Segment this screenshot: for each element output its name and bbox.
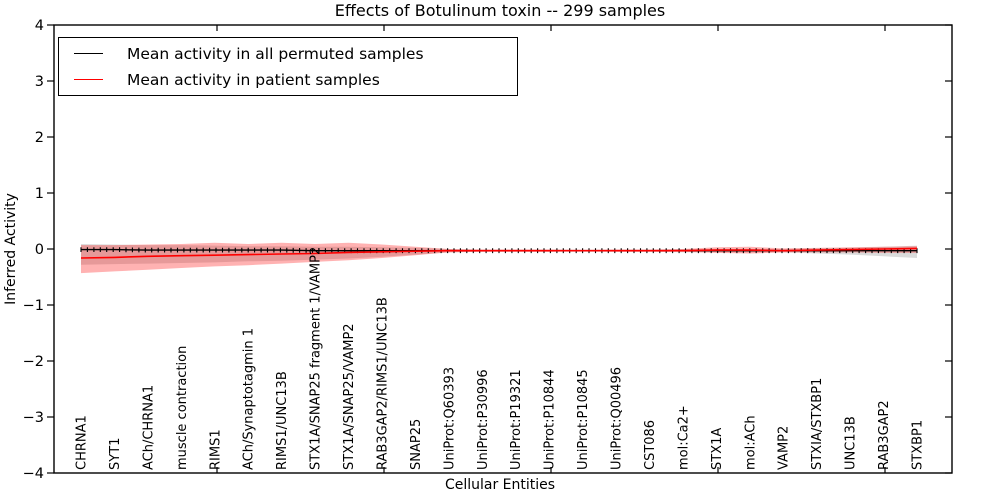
x-category-label: RIMS1 xyxy=(208,429,223,470)
legend-entry-patient: Mean activity in patient samples xyxy=(59,70,517,89)
x-category-label: UNC13B xyxy=(844,416,859,470)
x-category-label: CHRNA1 xyxy=(75,415,90,470)
x-category-label: STX1A/SNAP25 fragment 1/VAMP2 xyxy=(309,247,324,470)
chart-title: Effects of Botulinum toxin -- 299 sample… xyxy=(334,1,666,20)
permuted-line-swatch xyxy=(74,53,103,54)
x-category-label: UniProt:P10845 xyxy=(576,369,591,470)
y-tick-label: 3 xyxy=(35,74,44,90)
y-axis-label: Inferred Activity xyxy=(3,193,19,305)
patient-line-swatch xyxy=(74,79,103,80)
x-category-label: mol:Ca2+ xyxy=(676,405,691,470)
x-category-label: RIMS1/UNC13B xyxy=(275,371,290,470)
legend-label-patient: Mean activity in patient samples xyxy=(127,70,380,89)
patient-mean-line xyxy=(80,247,918,259)
x-category-label: mol:ACh xyxy=(743,415,758,470)
x-category-label: ACh/CHRNA1 xyxy=(141,385,156,470)
x-category-label: STX1A/SNAP25/VAMP2 xyxy=(342,323,357,470)
x-category-label: SYT1 xyxy=(108,438,123,470)
legend: Mean activity in all permuted samples Me… xyxy=(58,37,518,96)
x-category-label: VAMP2 xyxy=(777,426,792,470)
y-tick-label: −3 xyxy=(23,410,44,426)
legend-label-permuted: Mean activity in all permuted samples xyxy=(127,44,424,63)
x-category-label: UniProt:Q00496 xyxy=(610,367,625,470)
x-category-label: muscle contraction xyxy=(175,346,190,470)
y-tick-label: 2 xyxy=(35,130,44,146)
x-category-label: UniProt:Q60393 xyxy=(442,367,457,470)
x-category-label: STXIA/STXBP1 xyxy=(810,378,825,470)
y-tick-label: −1 xyxy=(23,298,44,314)
patient-std-band xyxy=(81,242,917,274)
x-category-label: STX1A xyxy=(710,428,725,470)
x-category-label: SNAP25 xyxy=(409,419,424,470)
y-tick-label: 1 xyxy=(35,186,44,202)
y-tick-label: 4 xyxy=(35,18,44,34)
legend-entry-permuted: Mean activity in all permuted samples xyxy=(59,44,517,63)
x-category-label: UniProt:P10844 xyxy=(543,369,558,470)
x-category-label: RAB3GAP2/RIMS1/UNC13B xyxy=(375,297,390,470)
x-category-label: UniProt:P19321 xyxy=(509,369,524,470)
permuted-std-band xyxy=(81,244,917,265)
x-category-label: ACh/Synaptotagmin 1 xyxy=(242,328,257,470)
x-category-label: CST086 xyxy=(643,420,658,470)
y-tick-label: −2 xyxy=(23,354,44,370)
y-tick-label: 0 xyxy=(35,242,44,258)
x-category-label: RAB3GAP2 xyxy=(877,400,892,470)
y-tick-label: −4 xyxy=(23,466,44,482)
x-axis-label: Cellular Entities xyxy=(444,477,556,493)
x-category-label: UniProt:P30996 xyxy=(476,369,491,470)
x-category-label: STXBP1 xyxy=(911,420,926,470)
